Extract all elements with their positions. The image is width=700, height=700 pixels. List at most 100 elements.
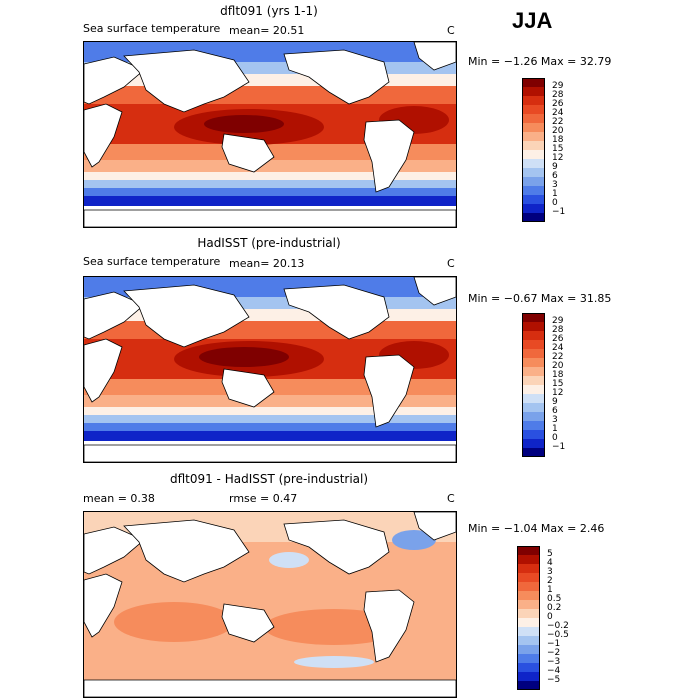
colorbar-tick-label: 9 (552, 397, 558, 407)
panel-1-minmax: Min = −1.26 Max = 32.79 (468, 55, 612, 68)
colorbar-tick-label: 0 (547, 612, 553, 622)
colorbar-tick-label: 26 (552, 99, 564, 109)
panel-1-map-svg (84, 42, 456, 227)
panel-2-map (83, 276, 457, 463)
season-label: JJA (512, 8, 553, 33)
colorbar-tick-label: 24 (552, 108, 564, 118)
colorbar-tick-label: −5 (547, 675, 561, 685)
colorbar-swatch (517, 681, 540, 690)
colorbar-tick-label: −4 (547, 666, 561, 676)
colorbar-tick-label: −3 (547, 657, 561, 667)
colorbar-tick-label: 18 (552, 370, 564, 380)
panel-3-mean: mean = 0.38 (83, 492, 155, 505)
colorbar-tick-label: 2 (547, 576, 553, 586)
colorbar-swatch (522, 114, 545, 123)
colorbar-swatch (517, 582, 540, 591)
colorbar-swatch (522, 439, 545, 448)
colorbar-swatch (517, 663, 540, 672)
panel-2-minmax: Min = −0.67 Max = 31.85 (468, 292, 612, 305)
colorbar-swatch (522, 105, 545, 114)
colorbar-swatch (522, 412, 545, 421)
colorbar-tick-label: 12 (552, 388, 564, 398)
colorbar-swatch (522, 358, 545, 367)
colorbar-swatch (522, 331, 545, 340)
colorbar-swatch (517, 636, 540, 645)
colorbar-swatch (522, 376, 545, 385)
colorbar-tick-label: 1 (552, 424, 558, 434)
colorbar-tick-label: 20 (552, 126, 564, 136)
colorbar-tick-label: 3 (552, 415, 558, 425)
colorbar-swatch (517, 627, 540, 636)
colorbar-tick-label: 6 (552, 406, 558, 416)
colorbar-tick-label: 4 (547, 558, 553, 568)
colorbar-tick-label: 15 (552, 144, 564, 154)
colorbar-tick-label: −0.5 (547, 630, 569, 640)
panel-1-title: dflt091 (yrs 1-1) (220, 4, 318, 18)
panel-1-units: C (447, 24, 455, 37)
colorbar-tick-label: 22 (552, 352, 564, 362)
colorbar-swatch (517, 591, 540, 600)
colorbar-swatch (517, 654, 540, 663)
colorbar-swatch (522, 403, 545, 412)
colorbar-swatch (522, 367, 545, 376)
colorbar-tick-label: 28 (552, 325, 564, 335)
colorbar-tick-label: 28 (552, 90, 564, 100)
colorbar-tick-label: 1 (552, 189, 558, 199)
colorbar-swatch (522, 430, 545, 439)
colorbar-tick-label: 1 (547, 585, 553, 595)
colorbar-swatch (522, 213, 545, 222)
colorbar-swatch (522, 448, 545, 457)
colorbar-swatch (517, 573, 540, 582)
colorbar-tick-label: 3 (547, 567, 553, 577)
panel-2-variable: Sea surface temperature (83, 255, 221, 268)
colorbar-tick-label: 15 (552, 379, 564, 389)
colorbar-swatch (522, 177, 545, 186)
colorbar-tick-label: 0 (552, 433, 558, 443)
colorbar-swatch (517, 546, 540, 555)
panel-1-mean: mean= 20.51 (229, 24, 305, 37)
colorbar-swatch (517, 618, 540, 627)
colorbar-swatch (522, 340, 545, 349)
panel-2-mean: mean= 20.13 (229, 257, 305, 270)
colorbar-tick-label: 5 (547, 549, 553, 559)
colorbar-tick-label: −0.2 (547, 621, 569, 631)
colorbar-swatch (522, 168, 545, 177)
panel-2-units: C (447, 257, 455, 270)
colorbar-tick-label: −1 (552, 442, 566, 452)
colorbar-tick-label: 0 (552, 198, 558, 208)
colorbar-tick-label: −1 (552, 207, 566, 217)
colorbar-swatch (522, 78, 545, 87)
colorbar-swatch (517, 555, 540, 564)
colorbar-tick-label: 0.5 (547, 594, 562, 604)
colorbar-swatch (517, 609, 540, 618)
colorbar-tick-label: 26 (552, 334, 564, 344)
colorbar-swatch (522, 195, 545, 204)
colorbar-swatch (522, 186, 545, 195)
colorbar-tick-label: 9 (552, 162, 558, 172)
colorbar-tick-label: −2 (547, 648, 561, 658)
colorbar-swatch (517, 672, 540, 681)
colorbar-swatch (522, 394, 545, 403)
panel-3-map-svg (84, 512, 456, 697)
colorbar-swatch (522, 385, 545, 394)
colorbar-tick-label: 18 (552, 135, 564, 145)
colorbar-swatch (522, 322, 545, 331)
colorbar-tick-label: 12 (552, 153, 564, 163)
colorbar-tick-label: −1 (547, 639, 561, 649)
colorbar-tick-label: 0.2 (547, 603, 562, 613)
colorbar-tick-label: 20 (552, 361, 564, 371)
colorbar-swatch (522, 141, 545, 150)
panel-2-map-svg (84, 277, 456, 462)
colorbar-tick-label: 24 (552, 343, 564, 353)
panel-3-rmse: rmse = 0.47 (229, 492, 298, 505)
colorbar-tick-label: 29 (552, 316, 564, 326)
panel-1-map (83, 41, 457, 228)
panel-1-variable: Sea surface temperature (83, 22, 221, 35)
colorbar-tick-label: 29 (552, 81, 564, 91)
colorbar-tick-label: 6 (552, 171, 558, 181)
colorbar-swatch (517, 600, 540, 609)
colorbar-tick-label: 3 (552, 180, 558, 190)
panel-2-title: HadISST (pre-industrial) (197, 236, 341, 250)
colorbar-swatch (522, 349, 545, 358)
colorbar-swatch (517, 645, 540, 654)
